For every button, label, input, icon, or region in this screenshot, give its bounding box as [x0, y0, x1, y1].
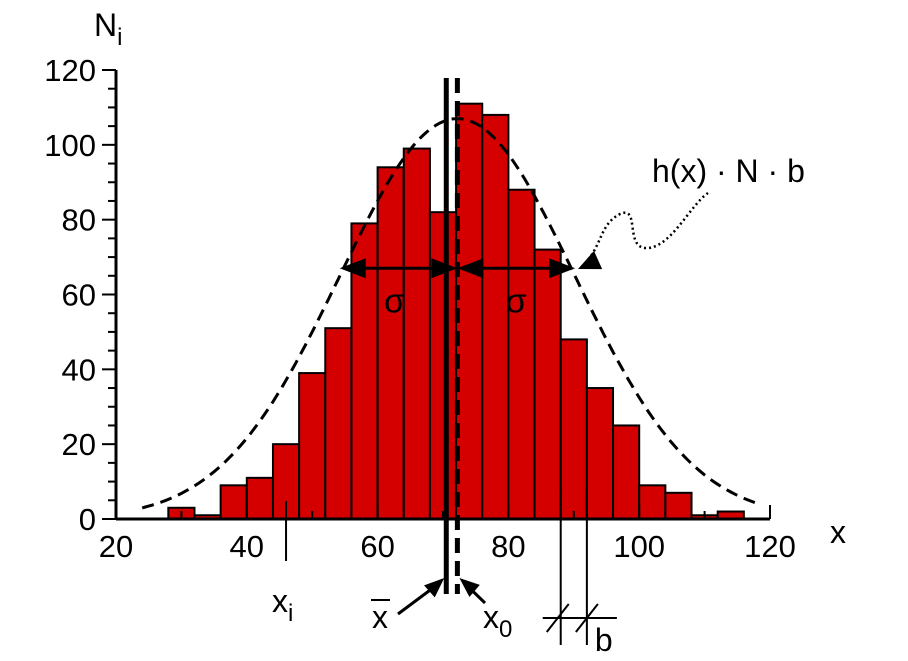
sigma-arrow-head — [431, 258, 458, 279]
x-bar-arrow-head — [424, 578, 445, 598]
x0-arrow-head — [459, 578, 480, 598]
x-tick-label: 100 — [613, 529, 665, 564]
x-tick-label: 40 — [230, 529, 264, 564]
histogram-bars — [167, 102, 745, 521]
sigma-arrow-head — [549, 258, 576, 279]
y-tick-label: 60 — [62, 278, 96, 313]
y-tick-label: 0 — [79, 502, 96, 537]
x-tick-label: 60 — [360, 529, 394, 564]
histogram-bar — [481, 113, 510, 521]
annotations: xi x x0 b — [272, 191, 709, 658]
x-bar-label: x — [372, 599, 388, 635]
histogram-bar — [559, 338, 588, 520]
histogram-bar — [585, 387, 615, 520]
sigma-arrow-head — [339, 258, 366, 279]
mean-and-mode-markers — [443, 78, 460, 594]
histogram-bar — [245, 476, 274, 521]
x-tick-label: 80 — [491, 529, 525, 564]
histogram-bar — [402, 147, 431, 520]
histogram-bar — [298, 372, 327, 521]
b-label: b — [595, 622, 613, 658]
histogram-bar — [428, 211, 458, 521]
histogram-bar — [455, 102, 484, 521]
fit-label: h(x) · N · b — [652, 153, 805, 189]
y-tick-label: 40 — [62, 352, 96, 387]
histogram-bar — [507, 188, 536, 520]
gaussian-fit-curve — [141, 117, 758, 510]
histogram-bar — [612, 424, 641, 521]
b-tick-slash — [575, 603, 599, 633]
x0-label: x0 — [483, 599, 512, 643]
y-tick-label: 100 — [44, 128, 96, 163]
fit-pointer-arrow-head — [578, 250, 603, 270]
histogram-bar — [219, 484, 248, 521]
x-axis-label: x — [830, 514, 846, 550]
sigma-label: σ — [506, 282, 527, 320]
sigma-arrow-head — [457, 258, 484, 279]
y-tick-label: 20 — [62, 427, 96, 462]
xi-label: xi — [272, 583, 293, 627]
y-axis-label: Ni — [94, 7, 122, 51]
y-tick-label: 80 — [62, 203, 96, 238]
x-tick-label: 120 — [744, 529, 796, 564]
histogram-bar — [664, 491, 693, 520]
histogram-bar — [376, 166, 405, 521]
fit-pointer-squiggle — [585, 191, 709, 263]
x-tick-label: 20 — [99, 529, 133, 564]
histogram-bar — [533, 248, 562, 520]
y-tick-label: 120 — [44, 53, 96, 88]
histogram-bar — [324, 327, 353, 520]
b-tick-slash — [545, 603, 570, 633]
sigma-label: σ — [384, 282, 405, 320]
histogram-bar — [638, 484, 667, 521]
